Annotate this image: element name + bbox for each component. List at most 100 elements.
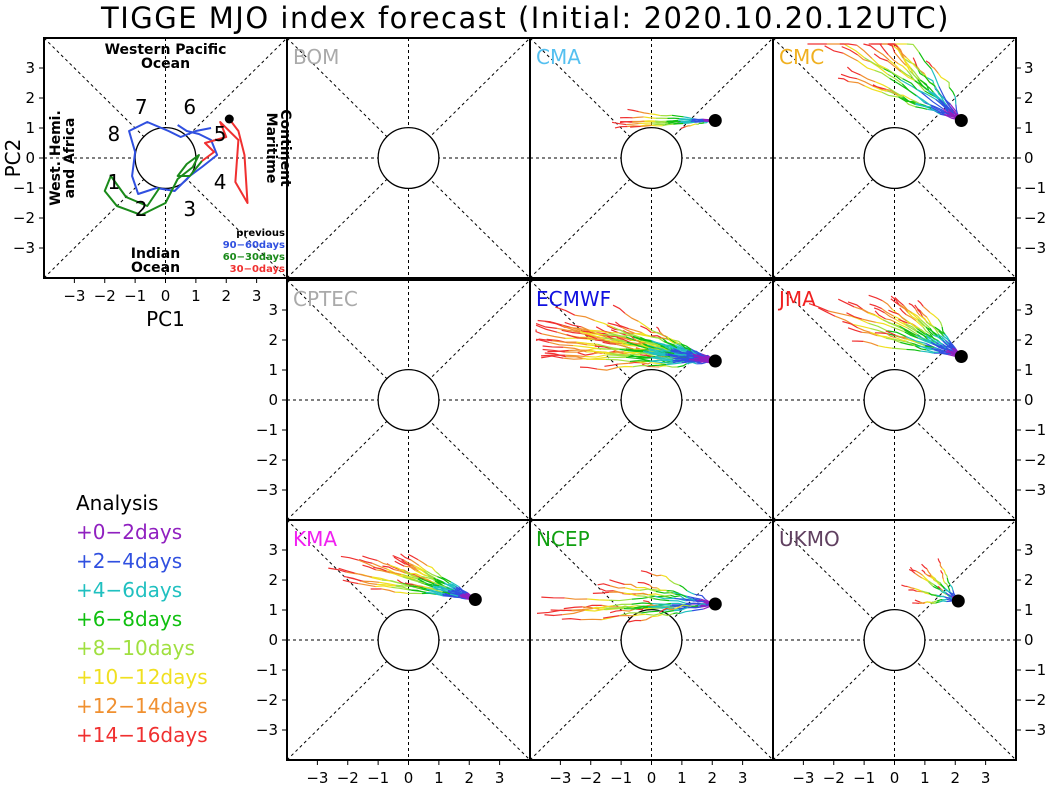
forecast-member-line [915,95,931,106]
forecast-member-line [892,45,903,58]
forecast-member-line [942,340,953,349]
forecast-member-line [417,559,428,567]
forecast-member-line [906,43,920,53]
forecast-member-line [589,329,609,334]
forecast-member-line [632,116,644,119]
forecast-member-line [666,589,680,595]
forecast-member-line [343,575,362,582]
forecast-member-line [413,564,425,572]
forecast-member-line [535,338,553,342]
forecast-member-line [936,599,943,602]
forecast-member-line [686,602,703,605]
forecast-member-line [668,579,680,586]
page-title: TIGGE MJO index forecast (Initial: 2020.… [101,1,950,35]
region-label-top: Ocean [141,56,190,72]
forecast-member-line [427,575,436,582]
forecast-member-line [915,570,924,576]
forecast-member-line [660,345,673,350]
forecast-member-line [935,98,949,112]
y-tick-label: 3 [1024,541,1034,559]
forecast-member-line [899,68,912,78]
y-tick-label: −2 [256,691,278,709]
previous-legend-entry: 60−30days [223,252,285,263]
forecast-member-line [873,86,888,92]
unit-circle [620,608,683,672]
forecast-member-line [925,326,934,336]
forecast-member-line [694,599,705,603]
forecast-member-line [948,591,953,597]
forecast-member-line [928,592,937,596]
forecast-member-line [409,572,422,577]
forecast-member-line [618,360,636,365]
forecast-member-line [694,593,706,600]
forecast-member-line [443,581,454,589]
forecast-member-line [615,343,634,350]
x-tick-label: −3 [549,769,571,785]
forecast-member-line [631,120,645,123]
forecast-member-line [674,352,687,356]
forecast-member-line [680,126,686,130]
lead-legend: Analysis +0−2days +2−4days +4−6days +6−8days… [76,491,208,747]
forecast-member-line [386,570,402,576]
forecast-member-line [632,364,649,368]
forecast-member-line [910,98,921,105]
region-label-bottom: Ocean [131,260,180,276]
forecast-member-line [948,86,956,96]
forecast-member-line [667,607,674,611]
x-tick-label: −3 [63,287,85,305]
forecast-member-line [435,570,443,578]
forecast-member-line [328,567,347,573]
forecast-member-line [808,303,829,312]
forecast-member-line [640,124,652,128]
previous-legend-entry: 30−0days [230,264,285,275]
forecast-member-line [910,67,921,81]
panel-ncep: NCEP −3 −2 −1 0 1 2 3 [529,519,774,785]
forecast-member-line [839,43,857,46]
forecast-member-line [537,319,562,327]
forecast-member-line [685,125,691,128]
forecast-member-line [659,331,668,338]
forecast-member-line [565,354,585,358]
forecast-member-line [663,340,678,349]
forecast-member-line [389,572,404,578]
forecast-member-line [378,581,397,586]
forecast-member-line [878,345,892,349]
forecast-member-line [665,589,676,595]
forecast-member-line [875,81,889,89]
initial-state-point [951,594,965,608]
forecast-member-line [608,598,632,602]
forecast-member-line [647,593,661,596]
forecast-member-line [640,570,652,575]
forecast-member-line [649,359,673,362]
forecast-member-line [425,592,443,596]
y-tick-label: 2 [25,89,35,107]
forecast-member-line [854,306,869,314]
forecast-member-line [895,334,906,340]
forecast-member-line [624,583,637,589]
forecast-member-line [925,60,933,67]
legend-title: Analysis [76,491,158,515]
forecast-member-line [544,320,566,328]
forecast-member-line [632,613,646,617]
forecast-member-line [658,607,668,614]
forecast-member-line [563,357,583,360]
forecast-member-line [637,595,654,600]
forecast-member-line [924,601,931,604]
y-tick-label: 0 [1024,149,1034,167]
x-tick-label: 0 [404,769,414,785]
phase-number: 4 [214,170,227,194]
y-tick-label: −2 [1024,451,1046,469]
forecast-member-line [694,120,705,123]
forecast-member-line [857,60,875,71]
forecast-member-line [418,564,427,572]
forecast-member-line [640,325,652,333]
forecast-member-line [612,304,626,314]
forecast-member-line [621,326,636,335]
forecast-member-line [902,96,916,104]
x-tick-label: −1 [853,769,875,785]
panel-cptec: CPTEC −3 −2 −1 0 1 2 3 [256,279,531,521]
forecast-member-line [928,580,935,586]
region-label-right: Continent [277,109,293,187]
forecast-member-line [650,362,661,365]
forecast-member-line [619,612,642,617]
